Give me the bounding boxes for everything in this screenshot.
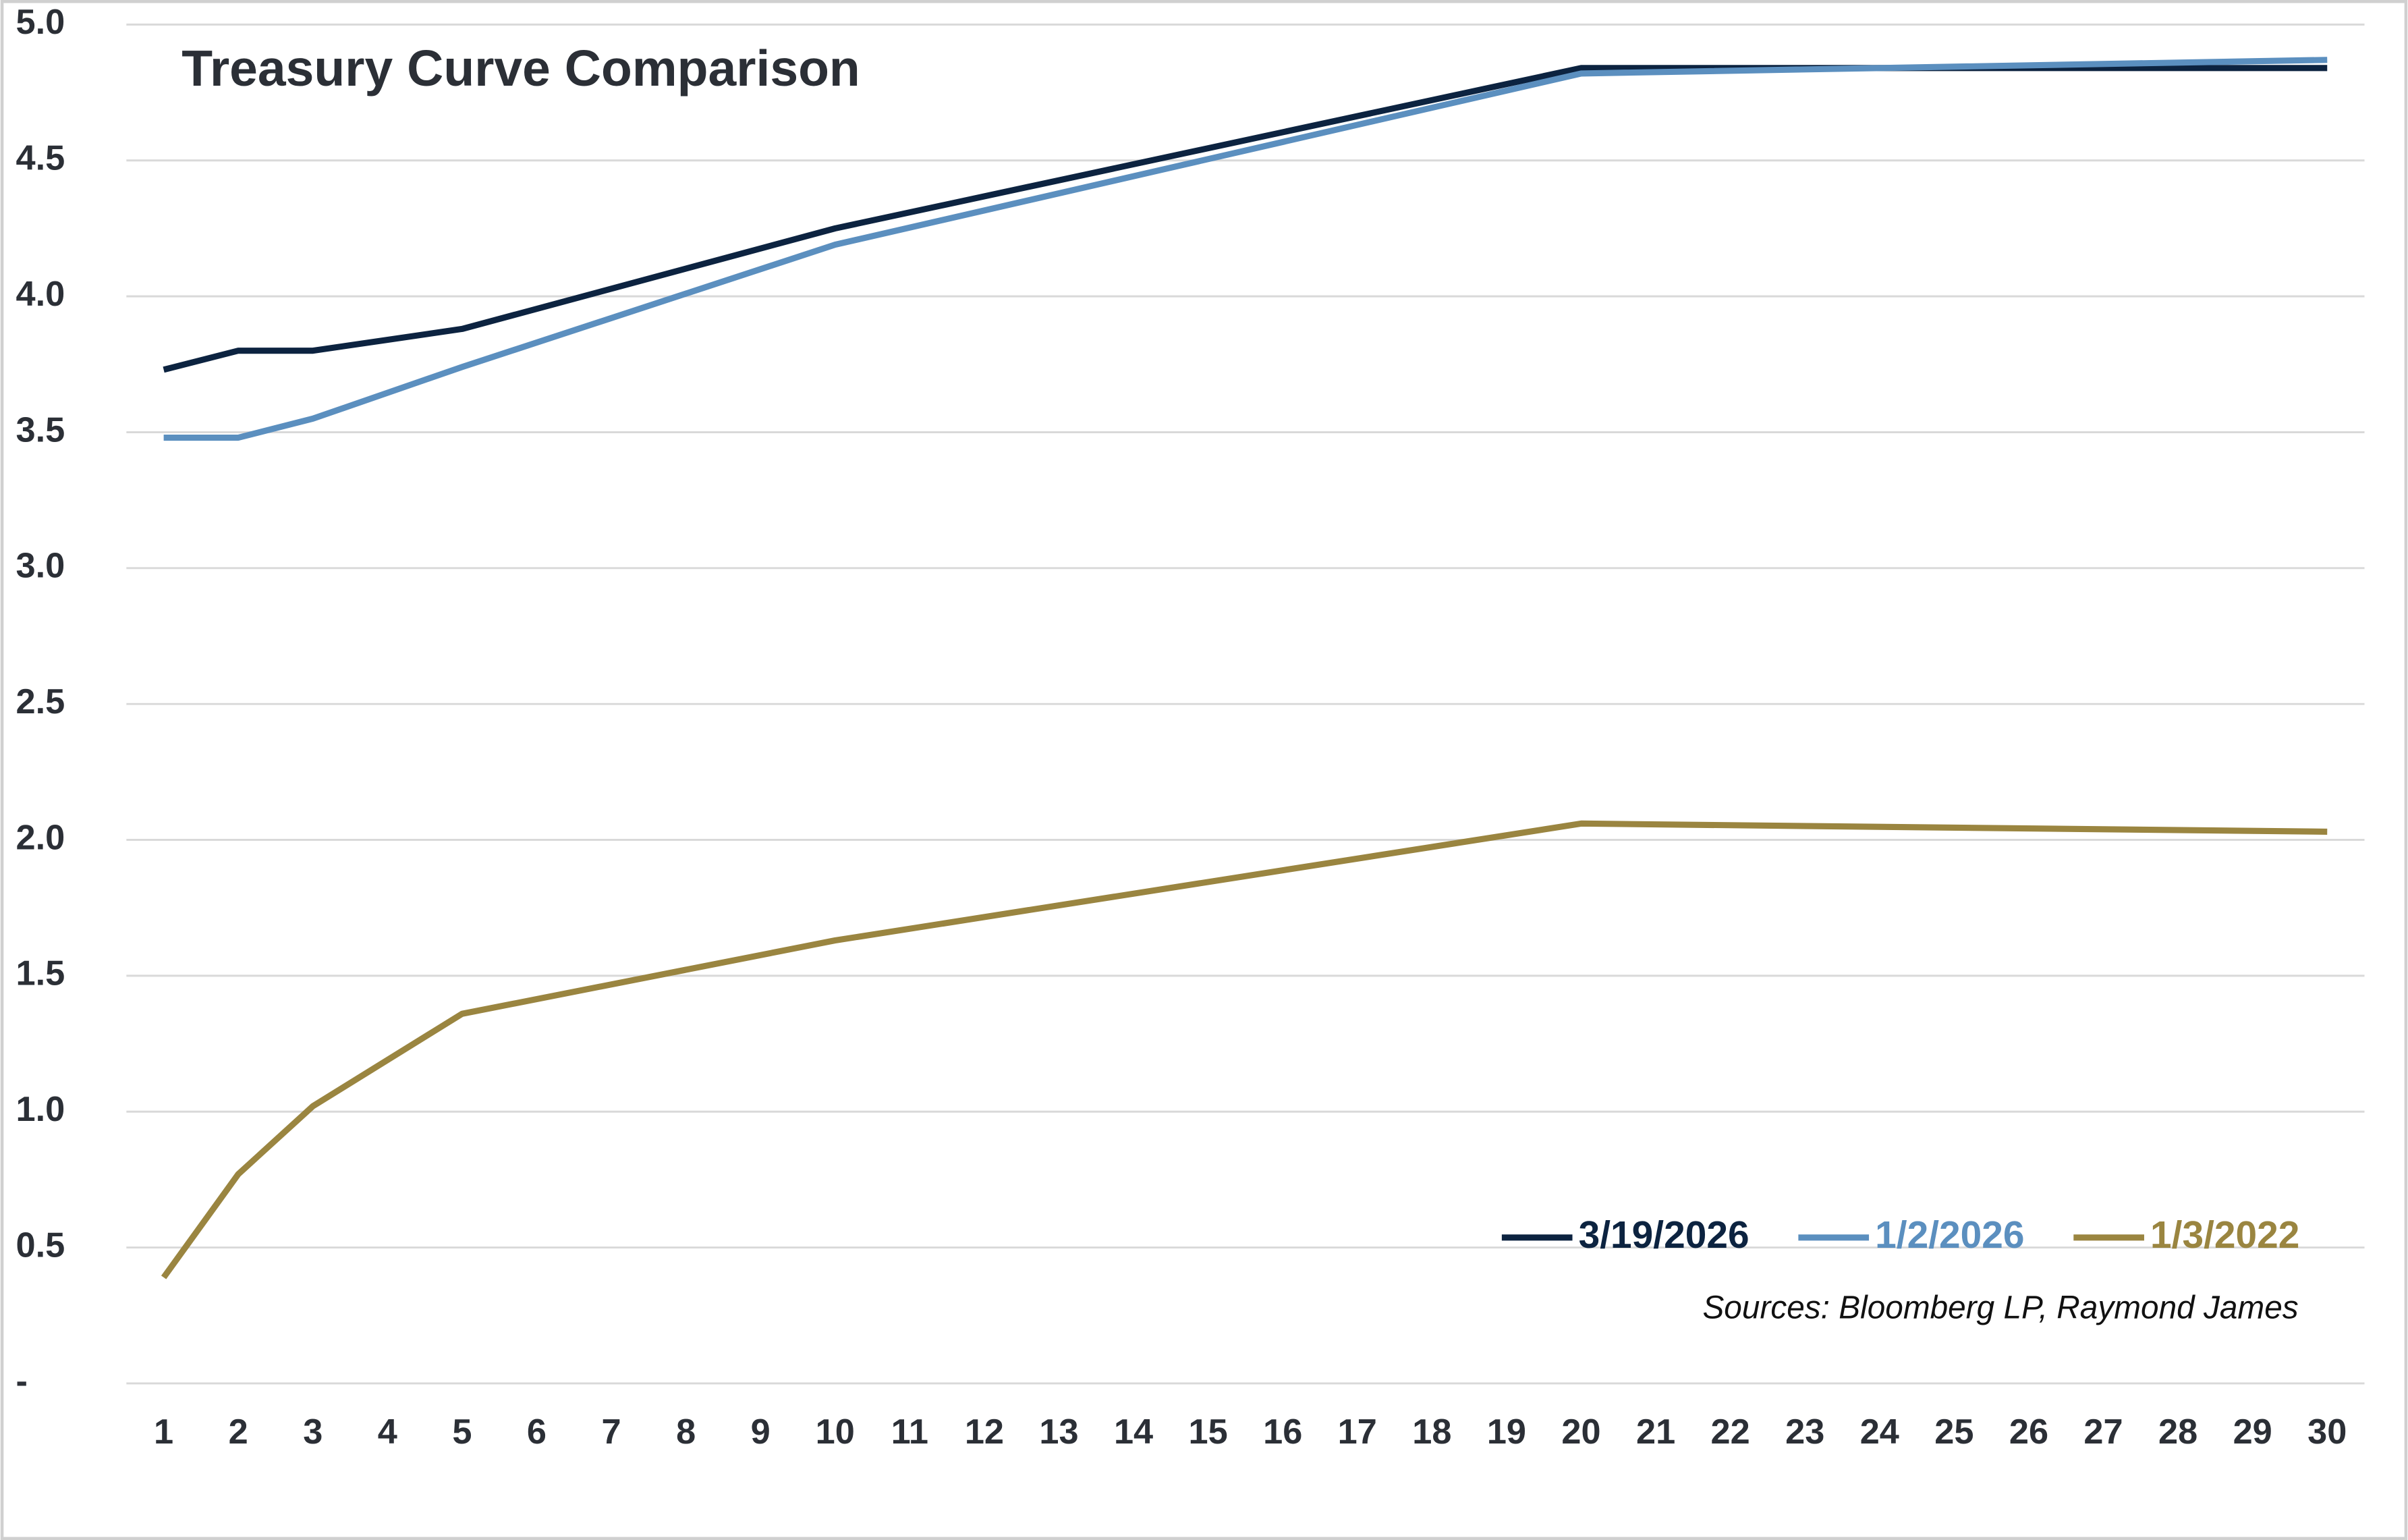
source-note: Sources: Bloomberg LP, Raymond James (1702, 1290, 2298, 1325)
x-tick-label: 23 (1785, 1412, 1824, 1452)
x-tick-label: 15 (1189, 1412, 1228, 1452)
x-tick-label: 27 (2083, 1412, 2123, 1452)
x-tick-label: 2 (229, 1412, 248, 1452)
x-tick-label: 21 (1636, 1412, 1675, 1452)
x-tick-label: 24 (1860, 1412, 1899, 1452)
x-tick-label: 26 (2009, 1412, 2048, 1452)
series-line (161, 820, 2328, 1280)
x-tick-label: 4 (378, 1412, 397, 1452)
x-tick-label: 14 (1114, 1412, 1153, 1452)
x-tick-label: 29 (2233, 1412, 2272, 1452)
x-tick-label: 18 (1412, 1412, 1451, 1452)
series-line (163, 57, 2328, 441)
y-tick-label: 1.0 (16, 1090, 65, 1129)
x-tick-label: 10 (816, 1412, 855, 1452)
y-tick-label: 0.5 (16, 1226, 65, 1265)
x-tick-label: 12 (965, 1412, 1004, 1452)
x-tick-label: 20 (1561, 1412, 1600, 1452)
legend-label: 3/19/2026 (1579, 1214, 1749, 1257)
x-tick-label: 22 (1711, 1412, 1750, 1452)
x-tick-label: 25 (1934, 1412, 1973, 1452)
y-tick-label: 3.5 (16, 410, 65, 449)
x-tick-label: 9 (751, 1412, 771, 1452)
x-tick-label: 13 (1039, 1412, 1078, 1452)
y-tick-label: 4.0 (16, 275, 65, 314)
y-tick-label: - (16, 1362, 28, 1401)
y-tick-label: 5.0 (16, 3, 65, 42)
x-tick-label: 6 (527, 1412, 547, 1452)
x-tick-label: 28 (2158, 1412, 2197, 1452)
x-tick-label: 3 (303, 1412, 323, 1452)
chart-title: Treasury Curve Comparison (181, 40, 860, 97)
x-tick-label: 17 (1338, 1412, 1377, 1452)
x-tick-label: 16 (1263, 1412, 1302, 1452)
y-tick-label: 1.5 (16, 954, 65, 993)
x-tick-label: 1 (154, 1412, 173, 1452)
y-tick-label: 4.5 (16, 139, 65, 178)
y-tick-label: 2.0 (16, 818, 65, 857)
x-tick-label: 19 (1487, 1412, 1526, 1452)
legend-label: 1/2/2026 (1875, 1214, 2024, 1257)
x-tick-label: 11 (891, 1412, 928, 1452)
x-tick-label: 5 (452, 1412, 472, 1452)
legend-label: 1/3/2022 (2150, 1214, 2299, 1257)
series-line (163, 65, 2328, 373)
y-tick-label: 2.5 (16, 682, 65, 721)
x-tick-label: 7 (602, 1412, 621, 1452)
x-tick-label: 30 (2307, 1412, 2347, 1452)
x-tick-label: 8 (676, 1412, 696, 1452)
y-tick-label: 3.0 (16, 547, 65, 586)
